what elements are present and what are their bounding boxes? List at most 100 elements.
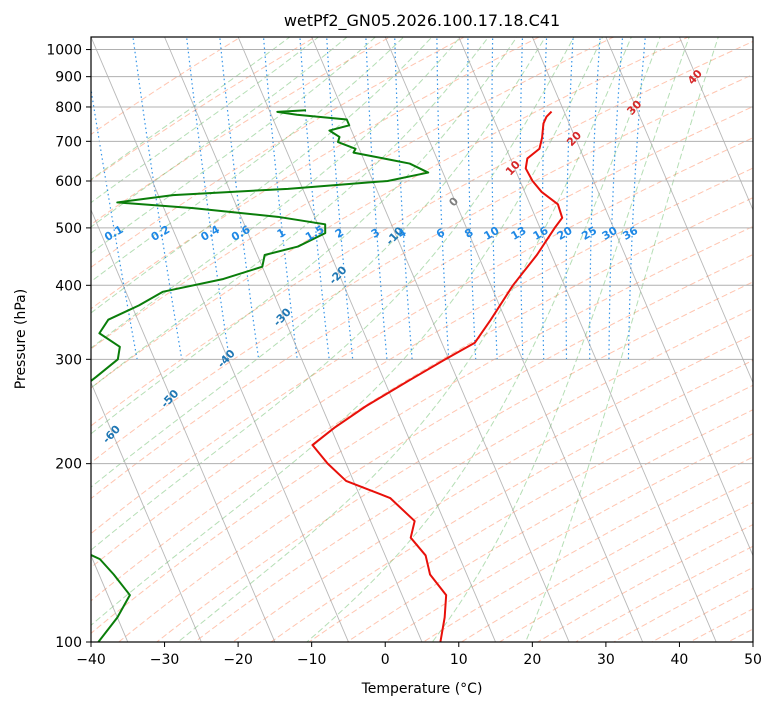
isotherm-line [164,37,423,642]
x-tick-label: −20 [223,652,253,668]
dry-adiabat [91,40,753,427]
y-tick-label: 800 [55,100,82,116]
dry-adiabat [232,334,753,642]
y-axis-label: Pressure (hPa) [13,289,29,389]
dry-adiabat [612,566,753,642]
x-tick-label: 20 [523,652,541,668]
isotherm-line [91,381,202,642]
dry-adiabat [741,25,775,655]
mixing-ratio-line [394,37,413,360]
dewpoint-profile [91,109,430,642]
mixing-ratio-label: 0.4 [199,223,223,244]
chart-title: wetPf2_GN05.2026.100.17.18.C41 [284,11,560,31]
x-axis-label: Temperature (°C) [361,681,483,697]
y-tick-label: 200 [55,457,82,473]
moist-adiabat [91,37,433,314]
moist-adiabat [177,37,632,642]
dry-adiabat [536,524,753,642]
mixing-ratio-line [565,37,574,360]
y-tick-label: 1000 [46,43,82,59]
grid-layer [91,25,775,655]
temperature-profile [311,110,564,642]
dry-adiabat [726,628,753,642]
dry-adiabat [91,106,753,500]
moist-adiabat [91,37,320,204]
mixing-ratio-label: 0.2 [149,223,172,244]
isotherm-label: 20 [564,129,584,149]
dry-adiabat [308,384,753,642]
moist-adiabat [91,37,546,488]
isotherm-line [679,37,753,212]
x-tick-label: 30 [597,652,615,668]
dry-adiabat [91,137,753,535]
dry-adiabat [194,308,753,642]
x-tick-label: 0 [381,652,390,668]
plot-frame [90,36,754,643]
y-tick-label: 600 [55,174,82,190]
y-tick-label: 400 [55,278,82,294]
x-tick-label: 10 [450,652,468,668]
dry-adiabat [91,197,753,602]
moist-adiabat [91,37,604,626]
isotherm-line [237,37,496,642]
dry-adiabat [91,37,391,226]
mixing-ratio-label: 10 [482,224,502,243]
isotherm-line [91,208,276,642]
dry-adiabat [155,281,753,642]
isotherm-line [531,37,753,557]
mixing-ratio-label: 13 [509,224,529,243]
mixing-ratio-line [326,37,354,360]
mixing-ratio-line [467,37,477,360]
dry-adiabat [91,73,753,464]
mixing-ratio-line [627,37,646,360]
isotherm-label: 30 [624,98,644,118]
dry-adiabat [91,37,317,181]
mixing-ratio-line [589,37,601,360]
mixing-ratio-line [491,37,498,360]
isotherm-line [91,37,349,642]
isotherm-label: 40 [685,67,705,87]
dry-adiabat [91,37,242,135]
mixing-ratio-label: 0.6 [229,223,253,244]
isotherm-line [311,37,570,642]
isotherm-label: -30 [271,305,294,329]
x-tick-label: 40 [671,652,689,668]
moist-adiabat [91,37,348,228]
isotherm-label: 0 [446,194,461,209]
dry-adiabat [91,37,615,350]
mixing-ratio-label: 0.1 [102,223,125,244]
isotherm-label: -60 [100,422,123,446]
y-tick-label: 300 [55,352,82,368]
dry-adiabat [346,409,753,642]
moist-adiabat [91,37,518,435]
isotherm-line [384,37,644,642]
dry-adiabat [91,167,753,569]
x-tick-label: −10 [297,652,327,668]
dry-adiabat [91,37,466,268]
y-tick-label: 100 [55,635,82,651]
mixing-ratio-line [436,37,450,360]
mixing-ratio-label: 25 [579,224,599,243]
moist-adiabat [91,37,405,283]
isotherm-line [752,37,753,39]
moist-adiabat [525,37,719,642]
x-tick-label: −30 [150,652,180,668]
x-tick-label: −40 [76,652,106,668]
isotherm-label: -40 [215,347,238,371]
mixing-ratio-label: 30 [600,224,620,243]
dry-adiabat [91,37,541,310]
y-tick-label: 500 [55,221,82,237]
isotherm-line [458,37,717,642]
mixing-ratio-line [519,37,524,360]
mixing-ratio-line [608,37,624,360]
dry-adiabat [117,253,753,642]
isotherm-line [605,37,753,384]
isotherm-label: -50 [158,387,181,411]
isotherm-label: -20 [326,263,349,287]
mixing-ratio-line [541,37,548,360]
mixing-ratio-label: 36 [620,224,640,243]
tick-layer: −40 −30 −20 −10 0 10 20 30 40 5010020030040050060… [46,43,762,668]
data-layer [91,109,564,642]
